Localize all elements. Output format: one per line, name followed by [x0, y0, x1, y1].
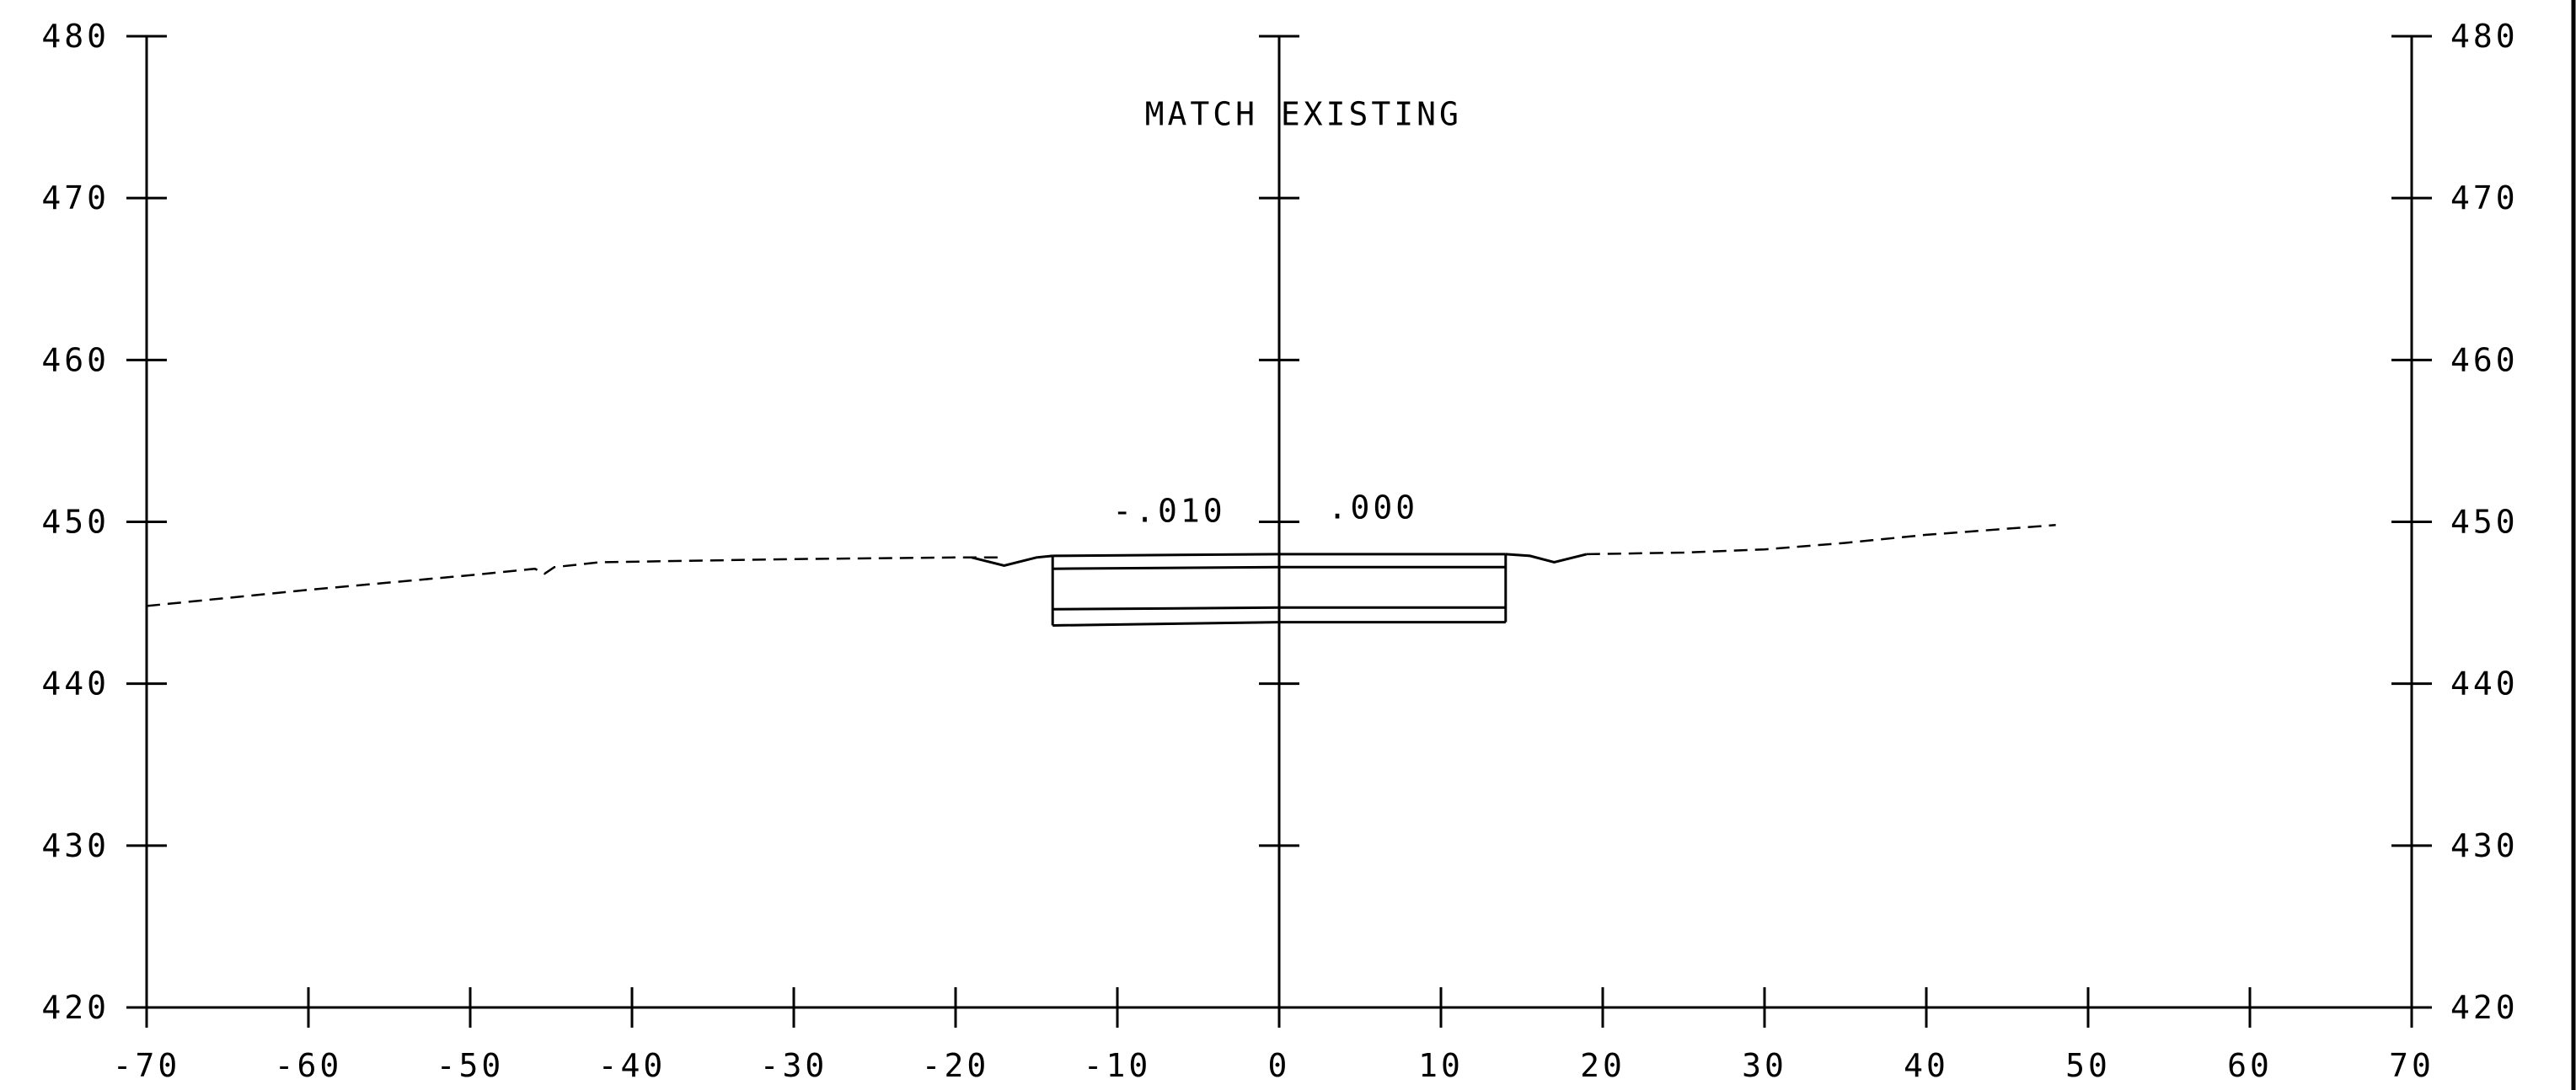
pavement-group: [971, 553, 1588, 627]
x-tick-label: 70: [2389, 1047, 2434, 1084]
x-tick-label: -30: [760, 1047, 828, 1084]
right-y-tick-label: 460: [2450, 341, 2519, 378]
annotation-label: -.010: [1112, 493, 1225, 530]
annotation-label: .000: [1328, 489, 1419, 526]
right-y-tick-label: 430: [2450, 827, 2519, 864]
left-y-tick-label: 430: [41, 827, 110, 864]
x-tick-label: -10: [1084, 1047, 1152, 1084]
x-tick-label: -70: [113, 1047, 181, 1084]
x-tick-label: 20: [1580, 1047, 1625, 1084]
right-y-tick-label: 440: [2450, 665, 2519, 703]
pavement-layer-line-2: [1052, 565, 1506, 570]
existing-ground-line-2: [1586, 524, 2056, 556]
annotation-label: MATCH EXISTING: [1145, 96, 1462, 133]
x-tick-label: -50: [436, 1047, 505, 1084]
x-tick-label: 10: [1418, 1047, 1464, 1084]
left-ditch-line: [971, 554, 1053, 567]
left-y-tick-label: 460: [41, 341, 110, 378]
left-y-tick-label: 450: [41, 504, 110, 541]
x-tick-label: -60: [275, 1047, 343, 1084]
left-y-tick-label: 440: [41, 665, 110, 703]
x-tick-label: -20: [922, 1047, 990, 1084]
x-tick-label: 50: [2065, 1047, 2111, 1084]
left-y-tick-label: 470: [41, 179, 110, 216]
existing-ground-line-1: [146, 556, 1004, 607]
x-tick-label: 60: [2227, 1047, 2273, 1084]
pavement-layer-line-4: [1052, 621, 1506, 627]
axes-group: 420 420 430 430 440 440 450 450 460 460 470 470 480 4…: [41, 18, 2519, 1084]
pavement-layer-line-1: [1052, 553, 1506, 558]
x-tick-label: -40: [598, 1047, 667, 1084]
x-tick-label: 30: [1742, 1047, 1787, 1084]
right-y-tick-label: 450: [2450, 504, 2519, 541]
pavement-layer-line-3: [1052, 606, 1506, 611]
right-y-tick-label: 420: [2450, 989, 2519, 1026]
right-y-tick-label: 470: [2450, 179, 2519, 216]
right-ditch-line: [1505, 553, 1588, 564]
labels-group: MATCH EXISTING -.010 .000: [1112, 96, 1462, 530]
x-tick-label: 40: [1904, 1047, 1949, 1084]
left-y-tick-label: 480: [41, 18, 110, 55]
left-y-tick-label: 420: [41, 989, 110, 1026]
existing-ground-group: [146, 524, 2056, 607]
right-y-tick-label: 480: [2450, 18, 2519, 55]
x-tick-label: 0: [1268, 1047, 1291, 1084]
